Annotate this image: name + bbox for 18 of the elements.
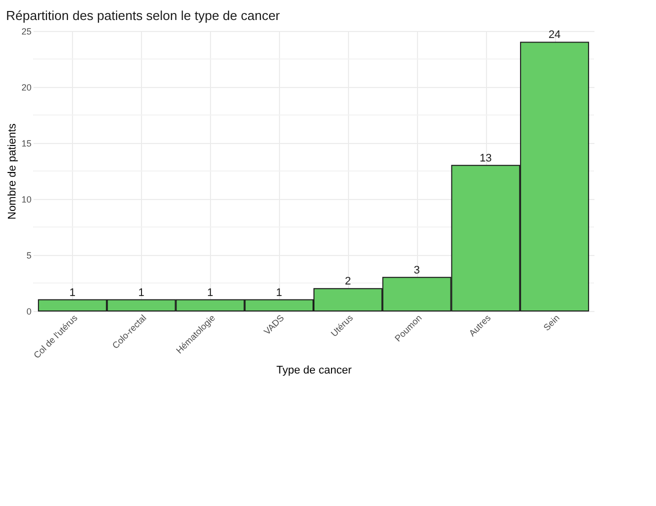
data-label: 3 — [414, 264, 420, 276]
data-label: 1 — [276, 286, 282, 299]
y-tick-label: 10 — [21, 194, 32, 204]
data-label: 13 — [480, 152, 492, 164]
chart-title: Répartition des patients selon le type de cancer — [6, 8, 281, 23]
x-axis-title: Type de cancer — [276, 364, 352, 376]
y-axis-title: Nombre de patients — [6, 123, 18, 220]
y-tick-label: 25 — [21, 26, 32, 36]
data-label: 1 — [69, 286, 76, 299]
data-label: 2 — [344, 276, 351, 288]
data-label: 1 — [207, 286, 214, 299]
data-label: 24 — [548, 29, 561, 42]
y-tick-label: 0 — [26, 306, 32, 316]
y-tick-label: 20 — [21, 82, 32, 92]
x-tick-label: Sein — [542, 312, 562, 333]
y-tick-label: 15 — [21, 138, 32, 148]
y-tick-label: 5 — [26, 250, 32, 260]
data-label: 1 — [138, 286, 144, 299]
